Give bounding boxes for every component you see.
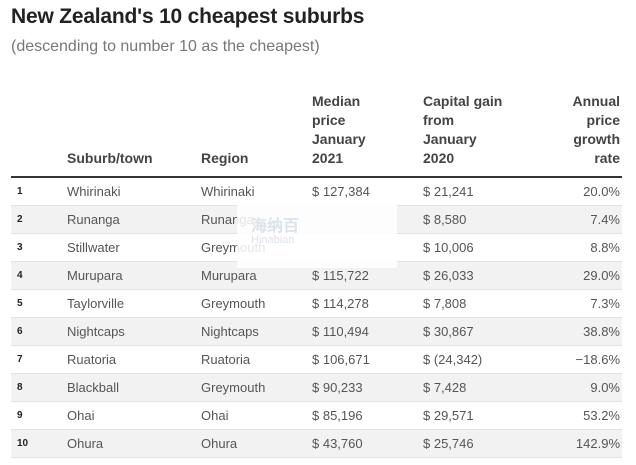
table-row: 8 Blackball Greymouth $ 90,233 $ 7,428 9…: [11, 373, 622, 402]
cell-region: Ruatoria: [201, 345, 312, 374]
cell-suburb: Whirinaki: [67, 177, 201, 206]
cell-growth: 53.2%: [533, 401, 622, 430]
cell-growth: −18.6%: [533, 345, 622, 374]
page-subtitle: (descending to number 10 as the cheapest…: [11, 38, 320, 55]
cell-growth: 38.8%: [533, 317, 622, 346]
cell-capital: $ 7,428: [423, 373, 533, 402]
cell-rank: 10: [11, 429, 67, 458]
cell-region: Nightcaps: [201, 317, 312, 346]
cell-suburb: Murupara: [67, 261, 201, 290]
table-row: 5 Taylorville Greymouth $ 114,278 $ 7,80…: [11, 289, 622, 318]
cell-median: $ 85,196: [312, 401, 423, 430]
header-median-price: Median price January 2021: [312, 92, 423, 178]
table-row: 7 Ruatoria Ruatoria $ 106,671 $ (24,342)…: [11, 345, 622, 374]
cell-capital: $ 29,571: [423, 401, 533, 430]
watermark-text: 海纳百: [251, 218, 300, 235]
cell-median: $ 43,760: [312, 429, 423, 458]
header-region: Region: [201, 92, 312, 178]
cell-rank: 2: [11, 205, 67, 234]
cell-capital: $ 25,746: [423, 429, 533, 458]
cell-rank: 9: [11, 401, 67, 430]
table-row: 6 Nightcaps Nightcaps $ 110,494 $ 30,867…: [11, 317, 622, 346]
cell-median: $ 106,671: [312, 345, 423, 374]
cell-suburb: Stillwater: [67, 233, 201, 262]
cell-suburb: Runanga: [67, 205, 201, 234]
cell-suburb: Nightcaps: [67, 317, 201, 346]
cell-rank: 4: [11, 261, 67, 290]
cell-region: Greymouth: [201, 373, 312, 402]
cell-suburb: Taylorville: [67, 289, 201, 318]
cell-growth: 20.0%: [533, 177, 622, 206]
cell-region: Greymouth: [201, 289, 312, 318]
watermark-overlay: 海纳百 Hinabian: [237, 200, 397, 268]
cell-median: $ 110,494: [312, 317, 423, 346]
table-header-row: Suburb/town Region Median price January …: [11, 92, 622, 178]
header-growth-rate: Annual price growth rate: [533, 92, 622, 178]
cell-rank: 7: [11, 345, 67, 374]
cell-capital: $ 30,867: [423, 317, 533, 346]
cell-growth: 9.0%: [533, 373, 622, 402]
header-rank: [11, 92, 67, 178]
cell-growth: 8.8%: [533, 233, 622, 262]
cell-capital: $ 10,006: [423, 233, 533, 262]
cell-growth: 142.9%: [533, 429, 622, 458]
cell-capital: $ 7,808: [423, 289, 533, 318]
cell-capital: $ (24,342): [423, 345, 533, 374]
cell-suburb: Blackball: [67, 373, 201, 402]
cell-suburb: Ohura: [67, 429, 201, 458]
cell-growth: 7.4%: [533, 205, 622, 234]
header-capital-gain: Capital gain from January 2020: [423, 92, 533, 178]
cell-region: Ohura: [201, 429, 312, 458]
cell-growth: 7.3%: [533, 289, 622, 318]
cell-capital: $ 8,580: [423, 205, 533, 234]
cell-suburb: Ruatoria: [67, 345, 201, 374]
page-title: New Zealand's 10 cheapest suburbs: [11, 5, 365, 28]
cell-capital: $ 26,033: [423, 261, 533, 290]
cell-rank: 6: [11, 317, 67, 346]
table-row: 10 Ohura Ohura $ 43,760 $ 25,746 142.9%: [11, 429, 622, 458]
cell-rank: 8: [11, 373, 67, 402]
cell-median: $ 114,278: [312, 289, 423, 318]
cell-median: $ 90,233: [312, 373, 423, 402]
header-suburb: Suburb/town: [67, 92, 201, 178]
table-row: 9 Ohai Ohai $ 85,196 $ 29,571 53.2%: [11, 401, 622, 430]
watermark-subtext: Hinabian: [251, 234, 295, 246]
cell-rank: 1: [11, 177, 67, 206]
cell-capital: $ 21,241: [423, 177, 533, 206]
cell-rank: 3: [11, 233, 67, 262]
cell-region: Ohai: [201, 401, 312, 430]
table-row: 4 Murupara Murupara $ 115,722 $ 26,033 2…: [11, 261, 622, 290]
cell-suburb: Ohai: [67, 401, 201, 430]
suburbs-table: Suburb/town Region Median price January …: [11, 92, 622, 458]
cell-growth: 29.0%: [533, 261, 622, 290]
cell-rank: 5: [11, 289, 67, 318]
